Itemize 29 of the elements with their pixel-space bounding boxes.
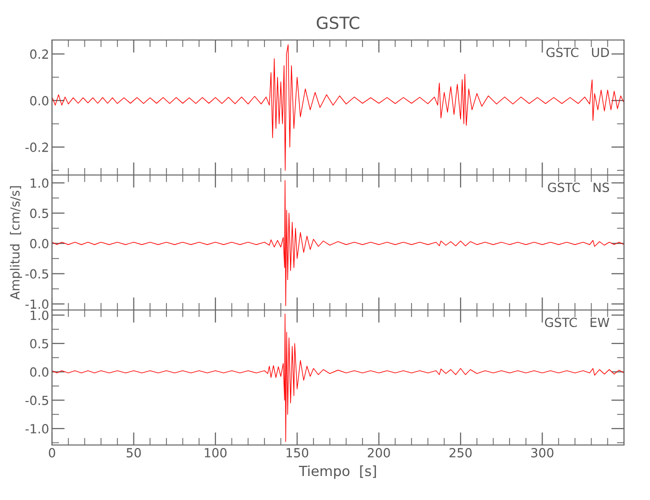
y-tick-label: 0.2 [30,49,48,59]
x-tick-label: 0 [48,448,56,458]
line-series [52,44,624,171]
y-tick-label: 1.0 [30,310,48,320]
x-tick-label: 150 [286,448,308,458]
y-tick-label: 0.0 [30,367,48,377]
y-axis-title: Amplitud [cm/s/s] [10,186,22,300]
y-tick-label: 0.5 [30,338,48,348]
x-tick-label: 250 [450,448,472,458]
line-series [52,180,624,306]
y-tick-label: -0.5 [25,396,48,406]
y-tick-label: 0.5 [30,208,48,218]
y-tick-label: -1.0 [25,424,48,434]
annotation: GSTC UD [546,48,609,58]
chart-title: GSTC [316,16,360,30]
y-tick-label: -0.5 [25,269,48,279]
x-axis-title: Tiempo [s] [298,465,376,479]
annotation: GSTC EW [544,318,610,328]
y-tick-label: -1.0 [25,299,48,309]
y-tick-label: 1.0 [30,178,48,188]
y-tick-label: 0.0 [30,96,48,106]
x-tick-label: 50 [126,448,141,458]
y-tick-label: -0.2 [25,142,48,152]
x-tick-label: 300 [531,448,554,458]
y-tick-label: 0.0 [30,238,48,248]
line-series [52,314,624,442]
x-tick-label: 200 [368,448,390,458]
annotation: GSTC NS [548,182,610,192]
x-tick-label: 100 [204,448,227,458]
